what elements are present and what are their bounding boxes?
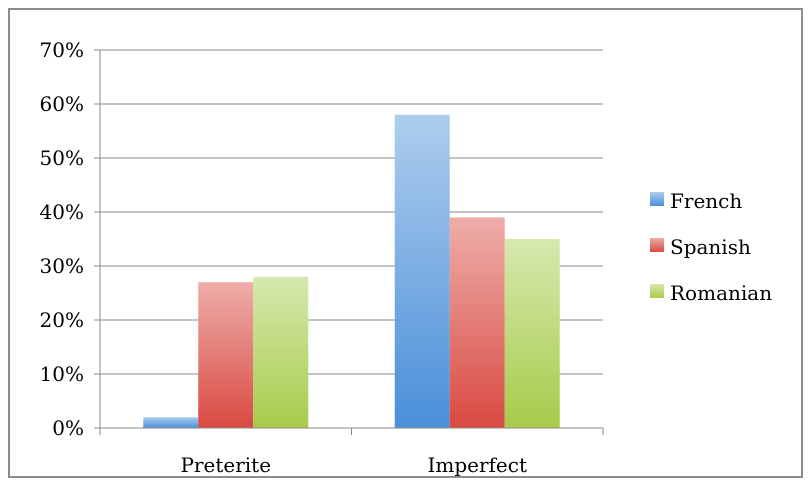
legend-swatch-french <box>650 192 664 206</box>
bar-romanian-imperfect <box>504 239 560 428</box>
bar-spanish-preterite <box>198 282 254 428</box>
y-tick-label: 30% <box>40 254 84 278</box>
bars <box>143 114 560 429</box>
x-tick-label: Preterite <box>180 453 271 477</box>
y-tick-label: 20% <box>40 308 84 332</box>
legend-swatch-spanish <box>650 238 664 252</box>
bar-spanish-imperfect <box>449 217 505 428</box>
y-tick-label: 0% <box>52 416 84 440</box>
legend-label-romanian: Romanian <box>670 281 772 305</box>
y-tick-label: 10% <box>40 362 84 386</box>
bar-french-preterite <box>143 417 199 428</box>
y-tick-label: 60% <box>40 92 84 116</box>
bar-french-imperfect <box>394 114 450 429</box>
x-axis: Preterite Imperfect <box>99 427 604 477</box>
legend-label-spanish: Spanish <box>670 235 751 259</box>
y-tick-label: 50% <box>40 146 84 170</box>
y-tick-label: 70% <box>40 38 84 62</box>
x-tick-label: Imperfect <box>427 453 527 477</box>
bar-romanian-preterite <box>253 276 309 428</box>
y-axis: 0% 10% 20% 30% 40% 50% 60% 70% <box>40 38 101 440</box>
y-tick-label: 40% <box>40 200 84 224</box>
legend: French Spanish Romanian <box>650 189 772 305</box>
legend-label-french: French <box>670 189 742 213</box>
legend-swatch-romanian <box>650 284 664 298</box>
